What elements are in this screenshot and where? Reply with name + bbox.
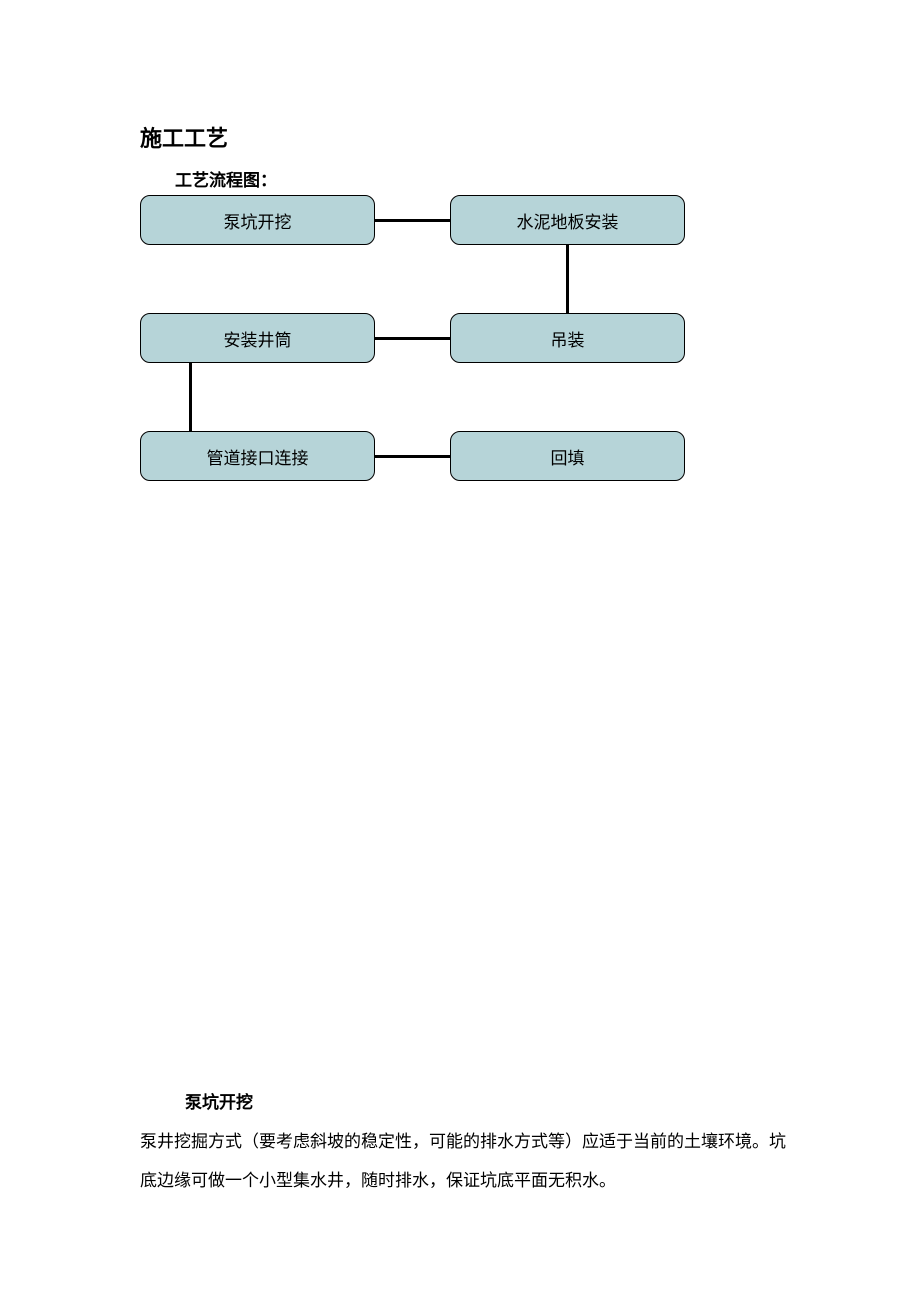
flow-edge — [566, 245, 569, 313]
flowchart-label: 工艺流程图： — [175, 166, 277, 191]
flow-edge — [189, 363, 192, 431]
flow-node-n1: 泵坑开挖 — [140, 195, 375, 245]
flow-edge — [375, 455, 450, 458]
flow-node-n2: 水泥地板安装 — [450, 195, 685, 245]
flow-node-n6: 回填 — [450, 431, 685, 481]
flow-edge — [375, 219, 450, 222]
flow-edge — [375, 337, 450, 340]
page-title: 施工工艺 — [140, 121, 228, 153]
flow-node-n3: 安装井筒 — [140, 313, 375, 363]
flowchart: 泵坑开挖 水泥地板安装安装井筒 吊装管道接口连接 回填 — [140, 195, 790, 525]
section-heading: 泵坑开挖 — [185, 1088, 253, 1113]
flow-node-n4: 吊装 — [450, 313, 685, 363]
body-paragraph: 泵井挖掘方式（要考虑斜坡的稳定性，可能的排水方式等）应适于当前的土壤环境。坑底边… — [140, 1122, 790, 1200]
flow-node-n5: 管道接口连接 — [140, 431, 375, 481]
